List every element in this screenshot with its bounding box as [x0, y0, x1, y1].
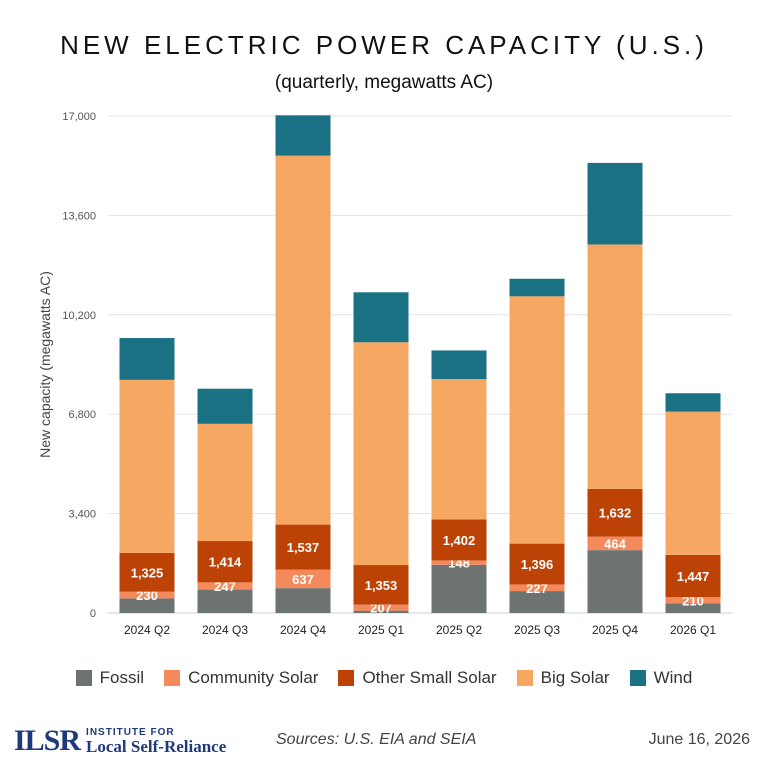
bar-segment	[665, 393, 721, 412]
bar-segment	[431, 560, 487, 565]
legend-swatch	[629, 670, 646, 686]
logo-text: INSTITUTE FOR Local Self-Reliance	[86, 726, 227, 756]
legend-label: Wind	[653, 668, 693, 687]
y-tick-label: 17,000	[62, 111, 96, 123]
bar-segment	[587, 536, 643, 551]
data-label: 1,537	[287, 540, 320, 555]
x-tick-label: 2024 Q2	[124, 623, 170, 637]
y-tick-label: 6,800	[68, 409, 96, 421]
chart-title: NEW ELECTRIC POWER CAPACITY (U.S.)	[60, 30, 708, 60]
data-label: 1,632	[599, 506, 632, 521]
y-axis-label: New capacity (megawatts AC)	[37, 271, 53, 458]
bar-segment	[197, 541, 253, 583]
bar-segment	[509, 543, 565, 585]
legend-swatch	[164, 670, 181, 686]
legend-label: Big Solar	[540, 668, 610, 687]
data-label: 1,396	[521, 557, 554, 572]
legend-item: Wind	[629, 668, 693, 688]
bar-segment	[197, 589, 253, 613]
bar-segment	[509, 591, 565, 613]
bar-segment	[587, 162, 643, 245]
data-label: 1,402	[443, 533, 476, 548]
bar-segment	[353, 292, 409, 343]
bar-segment	[587, 488, 643, 537]
data-label: 1,447	[677, 569, 710, 584]
bar-segment	[119, 552, 175, 592]
data-label: 1,325	[131, 565, 164, 580]
bar-segment	[353, 342, 409, 566]
bar-segment	[509, 296, 565, 544]
bar-segment	[119, 379, 175, 553]
logo-small-text: INSTITUTE FOR	[86, 726, 175, 738]
bar-segment	[665, 597, 721, 604]
bar-segment	[431, 350, 487, 380]
bar-segment	[665, 411, 721, 555]
sources-note: Sources: U.S. EIA and SEIA	[276, 731, 477, 748]
bar-segment	[119, 338, 175, 380]
x-tick-label: 2024 Q4	[280, 623, 326, 637]
x-tick-label: 2025 Q1	[358, 623, 404, 637]
publication-date: June 16, 2026	[648, 731, 750, 748]
legend-label: Other Small Solar	[362, 668, 497, 687]
bar-segment	[665, 603, 721, 613]
bar-segment	[509, 584, 565, 592]
bar-segment	[275, 588, 331, 613]
bar-segment	[353, 604, 409, 611]
legend-item: Big Solar	[516, 668, 610, 688]
data-label: 1,353	[365, 578, 398, 593]
data-label: 227	[526, 581, 548, 596]
chart-legend: Fossil Community Solar Other Small Solar Bi…	[0, 668, 768, 688]
data-label: 637	[292, 572, 314, 587]
bar-segment	[275, 115, 331, 156]
legend-item: Community Solar	[164, 668, 318, 688]
bar-segment	[587, 550, 643, 613]
logo-mark: ILSR	[14, 724, 81, 757]
bar-segment	[509, 278, 565, 297]
bar-segment	[431, 564, 487, 613]
bar-segment	[431, 519, 487, 561]
bar-segment	[197, 582, 253, 590]
x-tick-label: 2025 Q4	[592, 623, 638, 637]
bar-segment	[587, 244, 643, 489]
logo-big-text: Local Self-Reliance	[86, 736, 227, 756]
legend-swatch	[338, 670, 355, 686]
x-tick-label: 2025 Q3	[514, 623, 560, 637]
x-tick-label: 2024 Q3	[202, 623, 248, 637]
data-label: 230	[136, 588, 158, 603]
bar-segment	[665, 554, 721, 598]
bar-segment	[197, 388, 253, 424]
x-tick-label: 2026 Q1	[670, 623, 716, 637]
legend-item: Fossil	[75, 668, 145, 688]
data-label: 247	[214, 579, 236, 594]
bar-segment	[119, 591, 175, 599]
bar-segment	[197, 423, 253, 542]
bar-segment	[275, 155, 331, 525]
bar-segment	[431, 379, 487, 520]
x-tick-label: 2025 Q2	[436, 623, 482, 637]
legend-swatch	[75, 670, 92, 686]
legend-label: Fossil	[99, 668, 145, 687]
bar-segment	[119, 598, 175, 613]
bar-segment	[353, 610, 409, 613]
bar-segment	[353, 565, 409, 605]
y-tick-label: 10,200	[62, 310, 96, 322]
chart-subtitle: (quarterly, megawatts AC)	[274, 72, 494, 93]
y-tick-label: 3,400	[68, 509, 96, 521]
data-label: 1,414	[209, 555, 242, 570]
y-tick-label: 0	[90, 608, 96, 620]
legend-swatch	[516, 670, 533, 686]
data-label: 464	[604, 536, 626, 551]
bar-segment	[275, 569, 331, 589]
ilsr-logo: ILSR INSTITUTE FOR Local Self-Reliance	[14, 724, 226, 758]
y-tick-label: 13,600	[62, 210, 96, 222]
legend-item: Other Small Solar	[338, 668, 497, 688]
legend-label: Community Solar	[188, 668, 319, 687]
bar-segment	[275, 524, 331, 570]
